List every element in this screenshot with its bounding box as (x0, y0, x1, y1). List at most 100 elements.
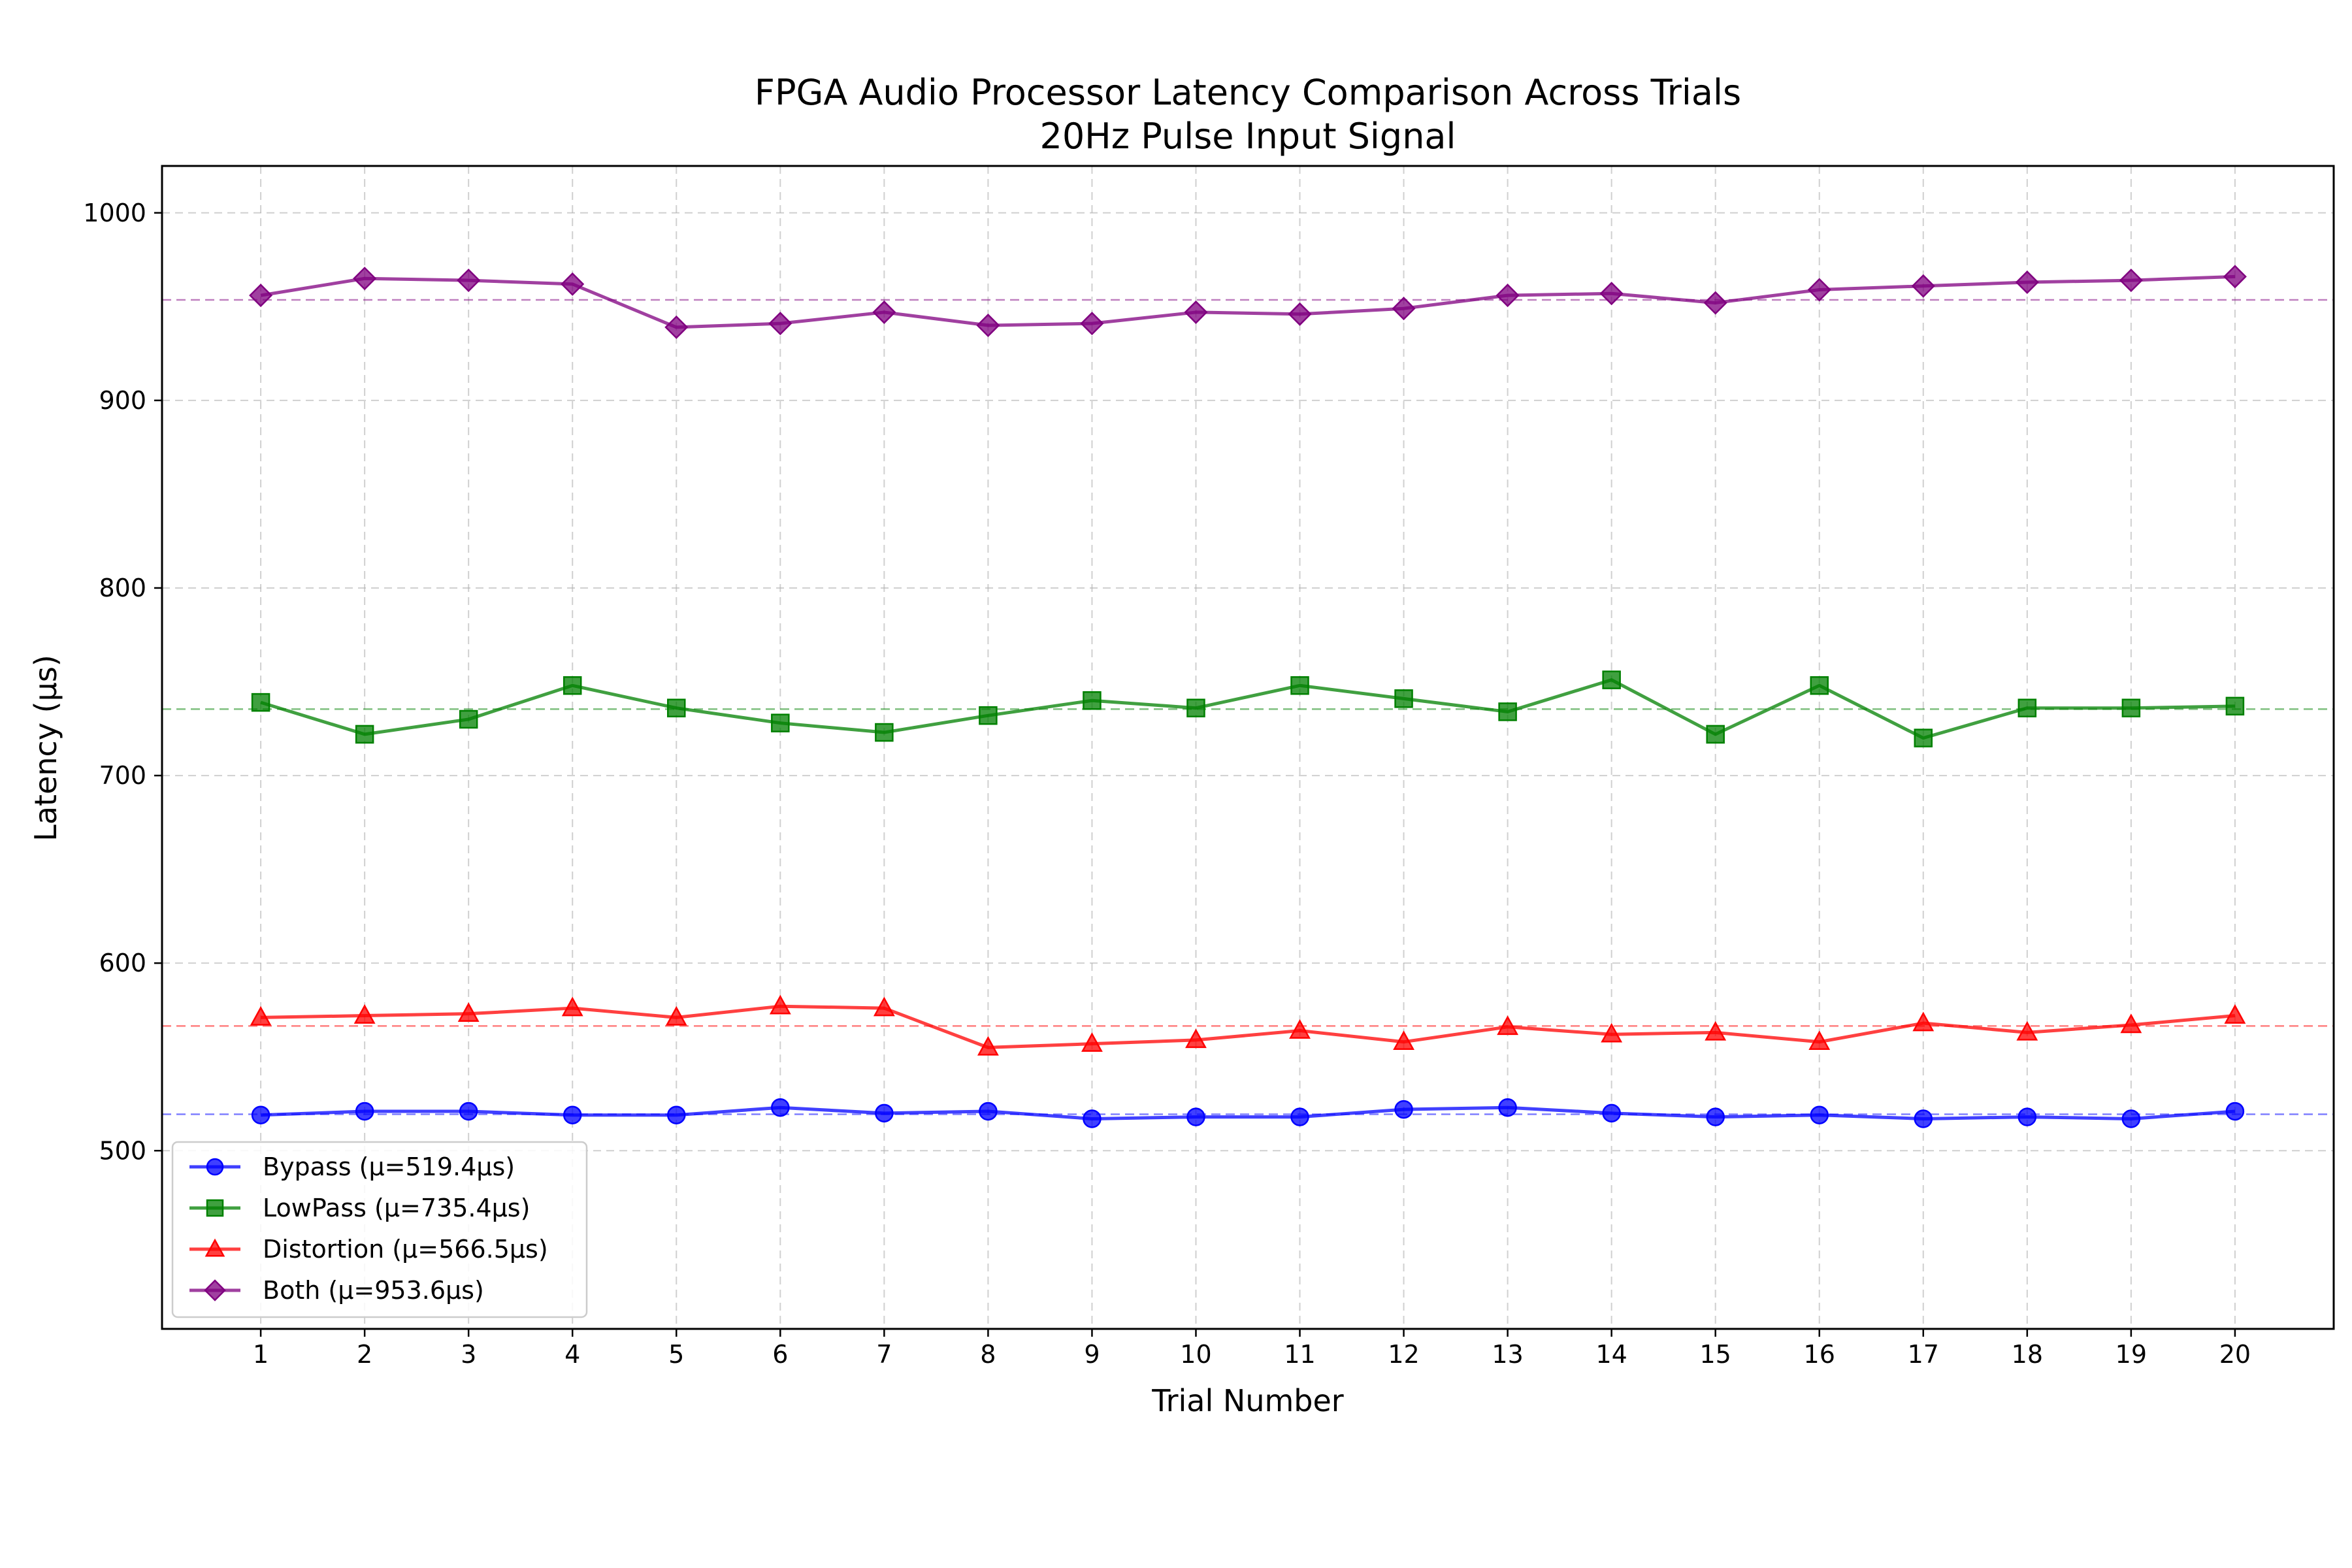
data-point (771, 1098, 790, 1117)
data-point (1080, 312, 1104, 336)
series-triangle (250, 994, 2246, 1056)
data-point (1807, 278, 1831, 302)
data-point (1392, 297, 1416, 321)
y-tick-label: 600 (99, 949, 146, 977)
y-tick-label: 1000 (83, 199, 146, 227)
plot-frame (161, 165, 2335, 1330)
y-tick-label: 700 (99, 761, 146, 790)
x-tick-label: 13 (1492, 1340, 1523, 1369)
data-point (1083, 1109, 1102, 1128)
x-tick-label: 15 (1700, 1340, 1731, 1369)
mean-reference-lines (162, 299, 2334, 1115)
data-point (875, 723, 894, 742)
x-tick-label: 7 (876, 1340, 892, 1369)
data-point (872, 300, 896, 324)
data-point (1706, 725, 1725, 744)
x-tick-label: 5 (668, 1340, 684, 1369)
data-point (1495, 284, 1520, 308)
data-point (667, 1105, 686, 1124)
data-point (1498, 1098, 1517, 1117)
data-point (2225, 696, 2245, 716)
y-tick-label: 800 (99, 574, 146, 602)
data-point (2120, 1013, 2142, 1034)
data-point (1602, 1103, 1621, 1123)
data-point (2015, 270, 2039, 295)
series-layer (249, 265, 2247, 1128)
data-point (667, 698, 686, 717)
data-point (1602, 670, 1621, 689)
series-line (261, 1004, 2236, 1049)
legend-marker (204, 1238, 225, 1257)
legend-marker (206, 1199, 224, 1217)
data-point (251, 1105, 270, 1124)
x-tick-label: 3 (461, 1340, 476, 1369)
y-axis-ticks: 500 600 700 800 900 1000 (83, 199, 162, 1165)
data-point (249, 284, 273, 308)
data-point (1912, 1011, 1935, 1032)
data-point (1186, 698, 1205, 717)
data-point (457, 269, 481, 293)
series-line (260, 678, 2235, 740)
legend-label: Both (µ=953.6µs) (263, 1276, 484, 1305)
data-point (2223, 265, 2247, 289)
legend-item: LowPass (µ=735.4µs) (189, 1194, 530, 1222)
data-point (2119, 269, 2143, 293)
data-point (1290, 1107, 1309, 1126)
legend-label: Bypass (µ=519.4µs) (263, 1152, 515, 1181)
data-point (979, 706, 998, 725)
data-point (1393, 1030, 1414, 1051)
series-line (261, 1105, 2236, 1120)
data-point (353, 1004, 376, 1024)
data-point (1394, 1100, 1413, 1119)
data-point (1289, 1019, 1311, 1039)
x-tick-label: 2 (357, 1340, 372, 1369)
grid-lines (162, 166, 2334, 1329)
data-point (1703, 291, 1727, 315)
chart-subtitle: 20Hz Pulse Input Signal (1039, 116, 1456, 157)
x-tick-label: 17 (1908, 1340, 1939, 1369)
data-point (563, 1105, 582, 1124)
data-point (459, 710, 478, 729)
data-point (561, 996, 583, 1017)
data-point (251, 693, 270, 712)
legend-item: Bypass (µ=519.4µs) (189, 1152, 515, 1181)
data-point (1705, 1021, 1727, 1041)
data-point (2225, 1102, 2245, 1121)
data-point (1599, 282, 1624, 306)
data-point (2121, 1109, 2141, 1128)
data-point (1081, 1032, 1103, 1052)
legend-marker (206, 1158, 224, 1176)
data-point (1911, 274, 1935, 298)
legend-box (171, 1141, 588, 1318)
chart-title: FPGA Audio Processor Latency Comparison … (755, 72, 1741, 113)
data-point (353, 267, 377, 291)
data-point (664, 315, 689, 339)
data-point (2017, 698, 2037, 717)
x-tick-label: 16 (1804, 1340, 1835, 1369)
x-tick-label: 14 (1595, 1340, 1627, 1369)
data-point (2016, 1021, 2038, 1041)
x-tick-label: 8 (980, 1340, 996, 1369)
data-point (665, 1005, 687, 1026)
x-tick-label: 18 (2012, 1340, 2043, 1369)
x-tick-label: 9 (1084, 1340, 1100, 1369)
legend-marker (204, 1279, 226, 1301)
data-point (1185, 1028, 1207, 1049)
data-point (1083, 691, 1102, 710)
x-tick-label: 4 (564, 1340, 580, 1369)
data-point (1290, 676, 1309, 695)
series-circle (251, 1098, 2245, 1128)
data-point (1810, 676, 1829, 695)
data-point (979, 1102, 998, 1121)
legend-label: Distortion (µ=566.5µs) (263, 1235, 548, 1264)
series-square (251, 670, 2245, 747)
data-point (355, 725, 374, 744)
data-point (1498, 702, 1517, 721)
x-tick-label: 19 (2115, 1340, 2147, 1369)
data-point (1288, 302, 1312, 326)
data-point (561, 272, 585, 296)
x-tick-label: 11 (1284, 1340, 1315, 1369)
legend: Bypass (µ=519.4µs) LowPass (µ=735.4µs) Dis… (171, 1141, 588, 1318)
data-point (563, 676, 582, 695)
